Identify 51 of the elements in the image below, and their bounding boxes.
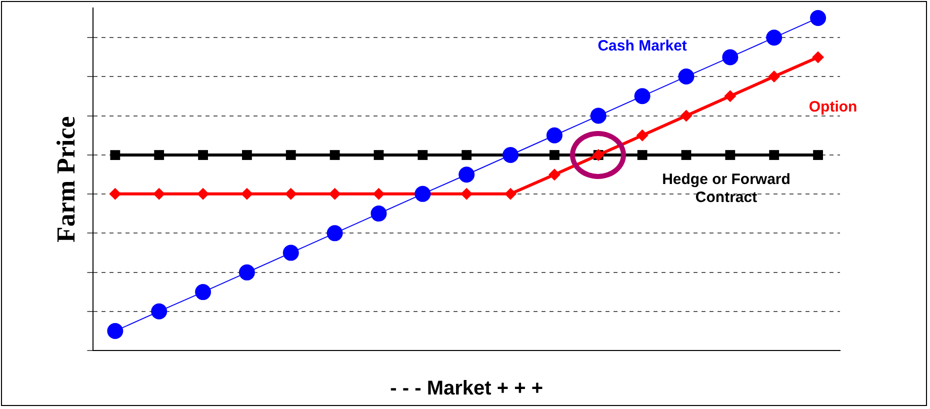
point (284, 188, 297, 200)
point (550, 150, 560, 160)
point (766, 30, 782, 46)
point (418, 150, 428, 160)
point (286, 150, 296, 160)
point (680, 110, 692, 122)
point (328, 188, 341, 200)
point (722, 49, 738, 66)
point (238, 264, 255, 280)
point (458, 166, 475, 183)
point (107, 322, 124, 339)
point (810, 10, 826, 26)
point (151, 303, 168, 320)
point (725, 150, 736, 160)
point (768, 70, 780, 83)
point (326, 225, 343, 242)
point (678, 68, 694, 85)
point (462, 150, 472, 160)
point (502, 147, 519, 164)
point (195, 284, 212, 300)
point (812, 51, 824, 64)
point (634, 88, 650, 104)
point (637, 150, 648, 160)
point (724, 90, 736, 102)
point (197, 188, 210, 200)
point (636, 129, 648, 142)
point (548, 168, 560, 181)
point (370, 206, 387, 222)
point (372, 188, 385, 200)
series-label: Hedge or Forward Contract (662, 171, 790, 206)
x-axis-title: - - - Market + + + (390, 378, 544, 400)
y-axis-title: Farm Price (51, 116, 80, 242)
point (681, 150, 692, 160)
point (154, 150, 164, 160)
point (109, 188, 122, 200)
point (813, 150, 823, 160)
point (374, 150, 384, 160)
point (590, 108, 606, 124)
point (198, 150, 208, 160)
point (546, 127, 562, 144)
point (769, 150, 780, 160)
point (330, 150, 340, 160)
point (110, 150, 120, 160)
point (240, 188, 253, 200)
point (153, 188, 166, 200)
point (282, 244, 299, 261)
point (242, 150, 252, 160)
series-label: Cash Market (598, 37, 687, 54)
point (460, 188, 473, 200)
point (504, 188, 517, 200)
text: Option (808, 98, 858, 116)
